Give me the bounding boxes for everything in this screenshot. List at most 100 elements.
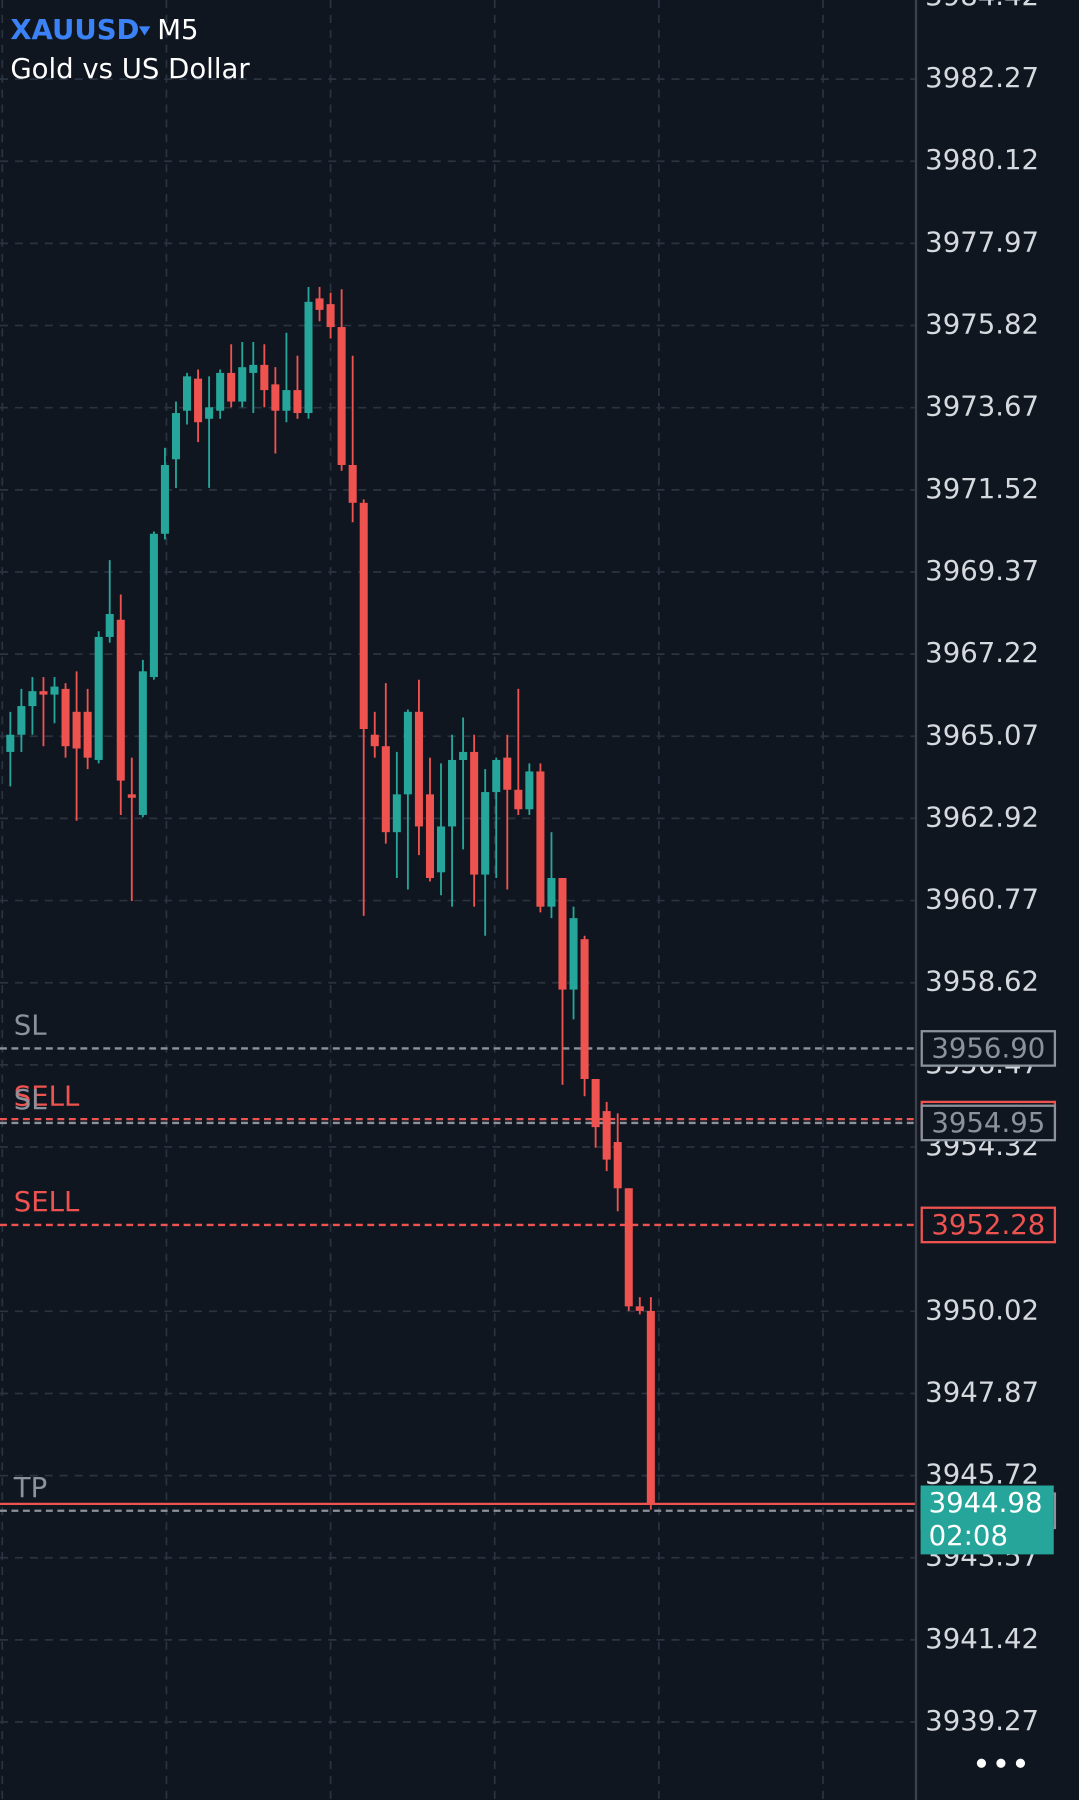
menu-dot[interactable]: [1015, 1758, 1026, 1768]
level-label: SELL: [14, 1186, 80, 1218]
y-tick-label: 3967.22: [925, 637, 1039, 669]
candle-body: [205, 407, 214, 419]
y-tick-label: 3941.42: [925, 1623, 1039, 1655]
candle-body: [326, 304, 335, 328]
candle-body: [61, 688, 70, 747]
level-box: [920, 1104, 1057, 1142]
candle-body: [425, 794, 434, 879]
candle-body: [83, 711, 92, 758]
candle-body: [238, 367, 247, 402]
candle-body: [39, 691, 48, 695]
candle-body: [459, 751, 468, 760]
candle-body: [359, 502, 368, 730]
candle-body: [160, 464, 169, 534]
candle-body: [591, 1078, 600, 1128]
candle-body: [602, 1111, 611, 1160]
candle-body: [613, 1142, 622, 1189]
level-box: [920, 1206, 1057, 1244]
y-tick-label: 3969.37: [925, 555, 1039, 587]
candle-body: [525, 771, 534, 810]
more-menu[interactable]: [976, 1758, 1026, 1768]
symbol-dropdown-icon[interactable]: [138, 26, 151, 36]
candle-body: [28, 691, 37, 707]
candle-body: [348, 464, 357, 503]
candle-body: [448, 759, 457, 827]
candle-body: [6, 734, 15, 752]
timeframe[interactable]: M5: [157, 14, 198, 46]
candle-body: [392, 794, 401, 833]
candle-body: [227, 372, 236, 402]
y-tick-label: 3960.77: [925, 884, 1039, 916]
level-price: 3952.28: [931, 1209, 1045, 1241]
y-tick-label: 3965.07: [925, 719, 1039, 751]
candle-body: [624, 1188, 633, 1307]
candle-body: [105, 614, 114, 637]
candle-body: [138, 671, 147, 815]
candle-body: [569, 918, 578, 990]
symbol[interactable]: XAUUSD: [10, 14, 139, 46]
candle-body: [282, 390, 291, 411]
y-tick-label: 3950.02: [925, 1294, 1039, 1326]
candle-body: [127, 794, 136, 798]
menu-dot[interactable]: [996, 1758, 1006, 1768]
candle-body: [514, 789, 523, 810]
candle-body: [337, 327, 346, 465]
menu-dot[interactable]: [976, 1758, 987, 1768]
candle-body: [260, 364, 269, 391]
candle-body: [293, 390, 302, 414]
candle-body: [414, 711, 423, 827]
level-label: TP: [13, 1472, 47, 1504]
candle-body: [437, 826, 446, 873]
candle-body: [635, 1306, 644, 1311]
y-tick-label: 3977.97: [925, 226, 1039, 258]
candle-body: [183, 376, 192, 411]
level-box: [920, 1030, 1057, 1067]
level-label: SL: [14, 1084, 47, 1116]
candle-body: [249, 364, 258, 373]
candle-body: [116, 619, 125, 781]
candle-body: [646, 1310, 655, 1504]
candle-body: [72, 711, 81, 749]
level-price: 3956.90: [931, 1033, 1045, 1065]
y-tick-label: 3939.27: [925, 1705, 1039, 1737]
candle-body: [370, 734, 379, 747]
y-tick-label: 3962.92: [925, 801, 1039, 833]
level-price: 3954.95: [931, 1107, 1045, 1139]
candle-body: [17, 706, 26, 735]
y-tick-label: 3984.42: [925, 0, 1039, 12]
y-tick-label: 3958.62: [925, 966, 1039, 998]
y-tick-label: 3982.27: [925, 62, 1039, 94]
y-tick-label: 3975.82: [925, 309, 1039, 341]
description: Gold vs US Dollar: [10, 53, 250, 85]
y-tick-label: 3947.87: [925, 1376, 1039, 1408]
candle-body: [492, 759, 501, 793]
candle-body: [381, 746, 390, 833]
candle-body: [315, 298, 324, 310]
candle-body: [503, 757, 512, 790]
candle-body: [171, 413, 180, 460]
candle-body: [536, 771, 545, 907]
candle-body: [470, 751, 479, 875]
candle-body: [94, 636, 103, 760]
candle-body: [580, 939, 589, 1079]
level-label: SL: [14, 1010, 47, 1042]
last-price: 3944.98: [929, 1487, 1043, 1519]
price-axis: 3984.42 3982.27 3980.12 3977.97 3975.82 3973.…: [925, 0, 1039, 1737]
candles: [6, 286, 655, 1510]
candle-body: [481, 792, 490, 875]
candle-body: [271, 384, 280, 411]
candle-body: [304, 301, 313, 414]
candle-body: [50, 686, 59, 695]
candle-body: [194, 378, 203, 423]
candle-body: [558, 878, 567, 990]
last-price-box: [920, 1485, 1054, 1555]
y-tick-label: 3980.12: [925, 144, 1039, 176]
y-tick-label: 3945.72: [925, 1459, 1039, 1491]
candle-body: [547, 878, 556, 907]
candle-body: [216, 372, 225, 411]
y-tick-label: 3973.67: [925, 391, 1039, 423]
